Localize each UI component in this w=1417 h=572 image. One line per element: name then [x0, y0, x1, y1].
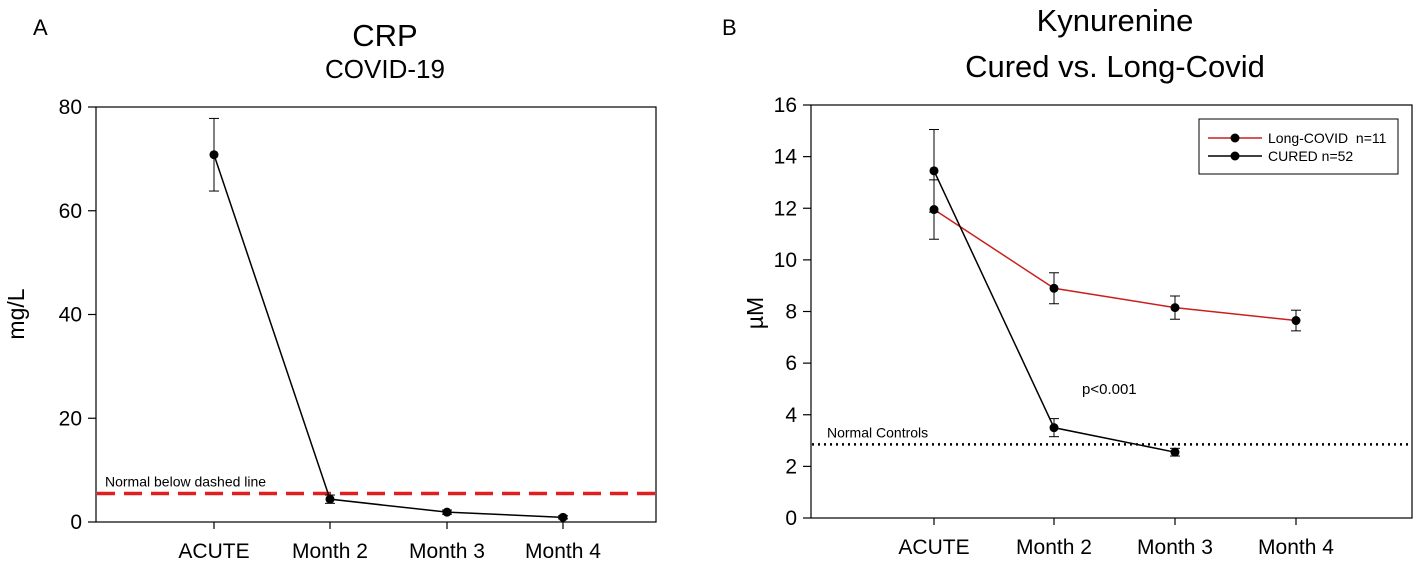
chart-a-xtick-label-month-3: Month 3 [409, 540, 485, 563]
chart-b-ylabel: µM [742, 297, 768, 329]
chart-a-subtitle: COVID-19 [325, 54, 445, 84]
panel-a-crp: A CRP COVID-19 mg/L 0 20 40 60 80 ACUTE Month… [3, 15, 657, 563]
chart-b-xtick-label-month-3: Month 3 [1137, 536, 1213, 559]
chart-a-y-axis: 0 20 40 60 80 [59, 96, 96, 534]
chart-b-ytick-label-14: 14 [774, 146, 798, 169]
chart-b-subtitle: Cured vs. Long-Covid [965, 49, 1265, 84]
panel-letter-a: A [33, 15, 48, 40]
chart-a-ytick-label-40: 40 [59, 304, 82, 327]
chart-b-y-axis: 0 2 4 6 8 10 12 14 16 [774, 94, 811, 530]
legend-cured-marker [1230, 151, 1240, 161]
chart-b-ytick-label-16: 16 [774, 94, 797, 117]
chart-a-ytick-label-0: 0 [70, 511, 82, 534]
chart-a-series-crp-line [213, 154, 564, 519]
chart-a-series-crp [209, 117, 568, 522]
chart-b-title: Kynurenine [1037, 3, 1194, 38]
chart-a-plot-frame [95, 106, 657, 523]
chart-b-series [929, 129, 1301, 457]
chart-a-series-crp-point-acute [209, 150, 219, 160]
chart-a-xtick-label-month-2: Month 2 [292, 540, 368, 563]
chart-b-ytick-label-0: 0 [785, 507, 797, 530]
chart-b-ytick-label-10: 10 [774, 249, 797, 272]
panel-b-kynurenine: B Kynurenine Cured vs. Long-Covid µM 0 2 4… [722, 3, 1413, 559]
chart-b-series-long-covid-n-11-point-month-3 [1170, 303, 1180, 313]
chart-a-x-axis: ACUTE Month 2 Month 3 Month 4 [178, 522, 601, 563]
chart-b-legend: Long-COVID n=11 CURED n=52 [1198, 118, 1399, 175]
legend-cured-label: CURED n=52 [1268, 148, 1353, 164]
panel-letter-b: B [722, 15, 737, 40]
chart-a-ytick-label-20: 20 [59, 407, 82, 430]
chart-b-normal-controls-label: Normal Controls [827, 424, 928, 440]
chart-a-ytick-label-80: 80 [59, 96, 82, 119]
chart-b-series-cured-n-52 [929, 129, 1180, 457]
chart-a-normal-reference-label: Normal below dashed line [105, 473, 266, 489]
chart-b-xtick-label-month-4: Month 4 [1258, 536, 1334, 559]
chart-b-pvalue-annotation: p<0.001 [1082, 381, 1137, 398]
chart-b-x-axis: ACUTE Month 2 Month 3 Month 4 [898, 518, 1334, 559]
chart-a-ytick-label-60: 60 [59, 200, 82, 223]
chart-a-ylabel: mg/L [3, 288, 29, 339]
chart-a-xtick-label-acute: ACUTE [178, 540, 249, 563]
legend-long-covid-label: Long-COVID n=11 [1268, 130, 1387, 146]
chart-a-series [209, 117, 568, 522]
chart-b-ytick-label-6: 6 [785, 352, 797, 375]
chart-b-series-cured-n-52-point-month-3 [1170, 447, 1180, 457]
chart-a-title: CRP [352, 18, 417, 53]
chart-b-ytick-label-12: 12 [774, 197, 797, 220]
chart-b-ytick-label-4: 4 [785, 404, 797, 427]
chart-a-series-crp-point-month-3 [442, 507, 452, 517]
chart-b-xtick-label-acute: ACUTE [898, 536, 969, 559]
chart-a-series-crp-point-month-2 [325, 494, 335, 504]
chart-b-ytick-label-2: 2 [785, 455, 797, 478]
chart-b-series-long-covid-n-11 [929, 179, 1301, 332]
chart-b-legend-box [1198, 118, 1399, 175]
chart-b-series-long-covid-n-11-point-month-2 [1049, 283, 1059, 293]
chart-a-xtick-label-month-4: Month 4 [525, 540, 601, 563]
chart-b-series-cured-n-52-point-month-2 [1049, 423, 1059, 433]
chart-b-ytick-label-8: 8 [785, 301, 797, 324]
chart-b-series-long-covid-n-11-point-month-4 [1291, 316, 1301, 326]
chart-b-series-cured-n-52-point-acute [929, 166, 939, 176]
legend-long-covid-marker [1230, 133, 1240, 143]
chart-b-series-long-covid-n-11-line [933, 208, 1297, 322]
chart-a-series-crp-point-month-4 [558, 512, 568, 522]
chart-b-xtick-label-month-2: Month 2 [1016, 536, 1092, 559]
chart-b-series-cured-n-52-line [933, 170, 1176, 453]
